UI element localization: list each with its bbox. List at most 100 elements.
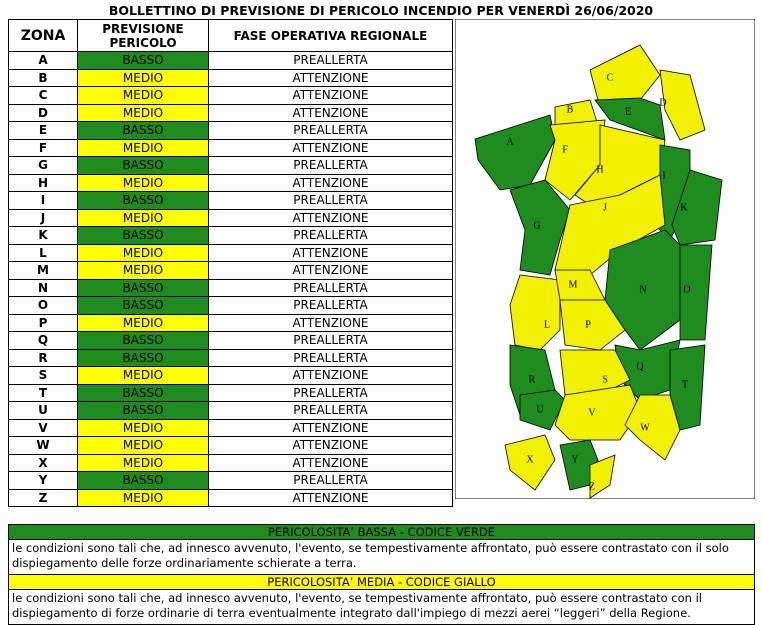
table-row: N BASSO PREALLERTA [8, 278, 453, 297]
legend: PERICOLOSITA’ BASSA - CODICE VERDE le con… [8, 524, 755, 625]
zone-area [671, 169, 723, 246]
level-cell: MEDIO [77, 103, 209, 122]
table-row: D MEDIO ATTENZIONE [8, 103, 453, 122]
zone-label: T [682, 379, 688, 390]
level-cell: MEDIO [77, 366, 209, 385]
level-cell: BASSO [77, 471, 209, 490]
zone-label: M [569, 279, 578, 290]
zone-label: K [680, 202, 688, 213]
table-row: G BASSO PREALLERTA [8, 156, 453, 175]
zone-cell: M [8, 261, 78, 280]
table-row: H MEDIO ATTENZIONE [8, 173, 453, 192]
table-row: I BASSO PREALLERTA [8, 191, 453, 210]
table-row: C MEDIO ATTENZIONE [8, 86, 453, 105]
zone-label: F [562, 144, 568, 155]
zone-cell: G [8, 156, 78, 175]
table-row: Y BASSO PREALLERTA [8, 471, 453, 490]
zone-label: H [596, 164, 603, 175]
zone-cell: V [8, 418, 78, 437]
zone-cell: D [8, 103, 78, 122]
level-cell: BASSO [77, 156, 209, 175]
level-cell: MEDIO [77, 313, 209, 332]
zone-area [589, 454, 616, 499]
phase-cell: PREALLERTA [208, 401, 453, 420]
zone-cell: P [8, 313, 78, 332]
zone-label: B [567, 104, 574, 115]
phase-cell: ATTENZIONE [208, 488, 453, 507]
phase-cell: PREALLERTA [208, 296, 453, 315]
level-cell: BASSO [77, 191, 209, 210]
table-row: P MEDIO ATTENZIONE [8, 313, 453, 332]
phase-cell: ATTENZIONE [208, 453, 453, 472]
table-row: E BASSO PREALLERTA [8, 121, 453, 140]
level-cell: MEDIO [77, 436, 209, 455]
level-cell: MEDIO [77, 68, 209, 87]
phase-cell: ATTENZIONE [208, 261, 453, 280]
table-row: K BASSO PREALLERTA [8, 226, 453, 245]
zone-label: E [625, 106, 631, 117]
zone-cell: Q [8, 331, 78, 350]
forecast-table: ZONA PREVISIONE PERICOLO FASE OPERATIVA … [8, 19, 453, 507]
zone-label: W [640, 422, 650, 433]
table-row: O BASSO PREALLERTA [8, 296, 453, 315]
header-cell: PREVISIONE PERICOLO [77, 19, 209, 52]
zone-area [554, 384, 641, 441]
phase-cell: PREALLERTA [208, 191, 453, 210]
table-row: R BASSO PREALLERTA [8, 348, 453, 367]
zone-label: I [662, 170, 665, 181]
zone-map: A B C D E F G H I J K L M N O P Q R S T U V W X Y Z [455, 19, 755, 499]
zone-label: A [506, 136, 514, 147]
table-row: A BASSO PREALLERTA [8, 51, 453, 70]
zone-label: L [544, 319, 550, 330]
zone-label: Y [571, 454, 578, 465]
level-cell: MEDIO [77, 138, 209, 157]
phase-cell: PREALLERTA [208, 331, 453, 350]
zone-cell: R [8, 348, 78, 367]
level-cell: MEDIO [77, 488, 209, 507]
phase-cell: PREALLERTA [208, 278, 453, 297]
zone-area [679, 244, 713, 341]
table-row: B MEDIO ATTENZIONE [8, 68, 453, 87]
phase-cell: ATTENZIONE [208, 418, 453, 437]
table-row: T BASSO PREALLERTA [8, 383, 453, 402]
zone-label: U [536, 404, 544, 415]
phase-cell: ATTENZIONE [208, 243, 453, 262]
phase-cell: PREALLERTA [208, 121, 453, 140]
zone-cell: W [8, 436, 78, 455]
zone-area [669, 344, 706, 431]
phase-cell: PREALLERTA [208, 226, 453, 245]
level-cell: MEDIO [77, 208, 209, 227]
zone-area [519, 389, 566, 431]
zone-cell: X [8, 453, 78, 472]
zone-cell: H [8, 173, 78, 192]
level-cell: BASSO [77, 383, 209, 402]
zone-cell: T [8, 383, 78, 402]
zone-area [624, 394, 681, 461]
table-row: V MEDIO ATTENZIONE [8, 418, 453, 437]
phase-cell: ATTENZIONE [208, 366, 453, 385]
phase-cell: PREALLERTA [208, 156, 453, 175]
phase-cell: PREALLERTA [208, 383, 453, 402]
table-row: U BASSO PREALLERTA [8, 401, 453, 420]
level-cell: MEDIO [77, 261, 209, 280]
table-row: X MEDIO ATTENZIONE [8, 453, 453, 472]
zone-cell: C [8, 86, 78, 105]
zone-cell: S [8, 366, 78, 385]
legend-text: le condizioni sono tali che, ad innesco … [9, 540, 754, 575]
table-row: L MEDIO ATTENZIONE [8, 243, 453, 262]
legend-title: PERICOLOSITA’ MEDIA - CODICE GIALLO [9, 575, 754, 590]
phase-cell: PREALLERTA [208, 348, 453, 367]
level-cell: MEDIO [77, 86, 209, 105]
zone-cell: B [8, 68, 78, 87]
title: BOLLETTINO DI PREVISIONE DI PERICOLO INC… [108, 3, 654, 18]
phase-cell: ATTENZIONE [208, 86, 453, 105]
zone-label: C [607, 72, 614, 83]
table-row: Z MEDIO ATTENZIONE [8, 488, 453, 507]
legend-title: PERICOLOSITA’ BASSA - CODICE VERDE [9, 525, 754, 540]
phase-cell: ATTENZIONE [208, 436, 453, 455]
zone-cell: F [8, 138, 78, 157]
table-row: W MEDIO ATTENZIONE [8, 436, 453, 455]
zone-area [594, 97, 666, 141]
table-row: Q BASSO PREALLERTA [8, 331, 453, 350]
